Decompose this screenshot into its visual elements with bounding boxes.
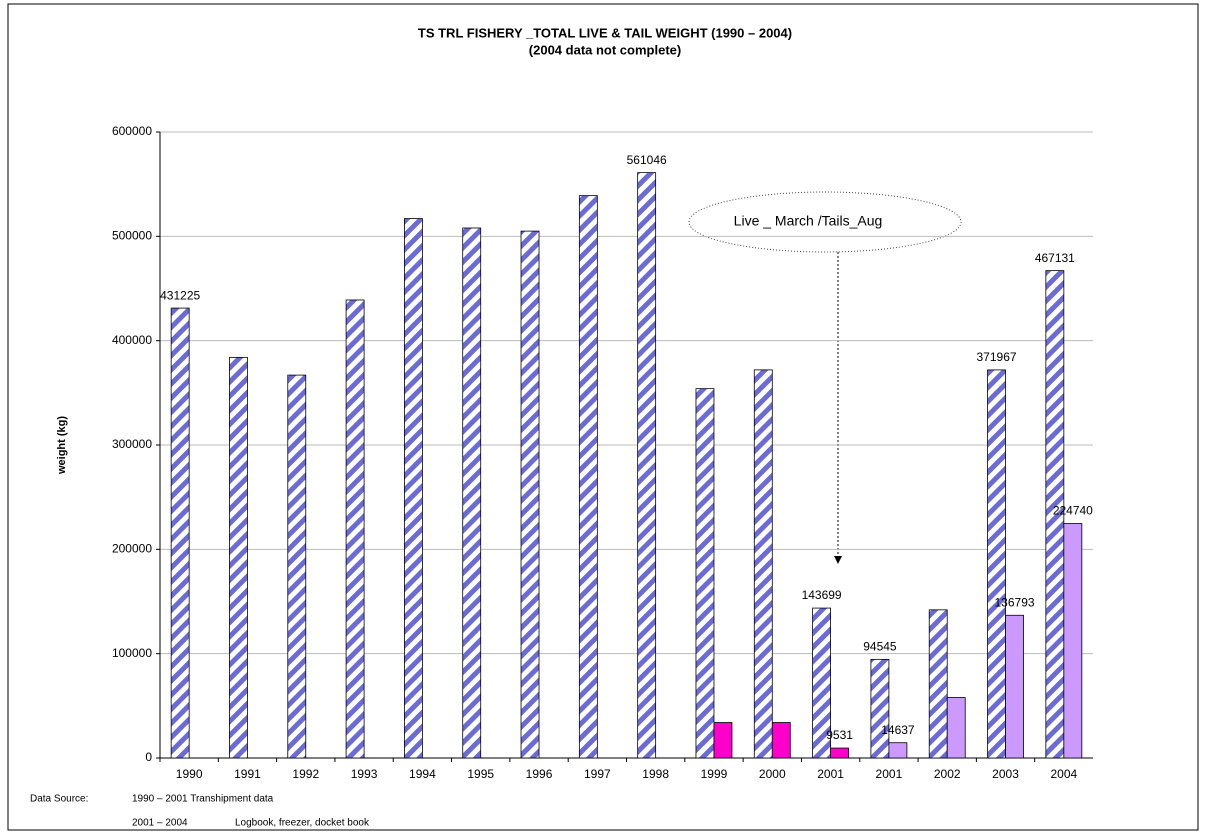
chart-title: TS TRL FISHERY _TOTAL LIVE & TAIL WEIGHT… xyxy=(418,25,792,40)
data-label: 561046 xyxy=(627,153,667,167)
x-tick-label: 1992 xyxy=(292,767,319,781)
footer: Data Source: xyxy=(30,794,88,805)
x-tick-label: 2002 xyxy=(934,767,961,781)
bar xyxy=(578,195,598,759)
bar xyxy=(928,609,948,759)
x-tick-label: 1990 xyxy=(176,767,203,781)
y-tick-label: 0 xyxy=(145,750,152,764)
bar xyxy=(987,369,1006,759)
bar xyxy=(637,172,657,759)
x-tick-label: 1991 xyxy=(234,767,261,781)
bar xyxy=(287,374,307,759)
y-tick-label: 400000 xyxy=(112,333,152,347)
bar xyxy=(771,722,791,759)
x-tick-label: 1999 xyxy=(701,767,728,781)
x-tick-label: 1994 xyxy=(409,767,436,781)
bar xyxy=(1045,270,1065,759)
x-tick-label: 2000 xyxy=(759,767,786,781)
bar xyxy=(946,697,966,759)
bar xyxy=(870,658,890,759)
frame xyxy=(7,3,1199,831)
x-tick-label: 1995 xyxy=(467,767,494,781)
bar xyxy=(1063,523,1083,759)
x-tick-label: 1997 xyxy=(584,767,611,781)
y-tick-label: 600000 xyxy=(112,124,152,138)
bar xyxy=(753,369,773,759)
data-label: 9531 xyxy=(826,728,853,742)
chart-subtitle: (2004 data not complete) xyxy=(529,42,681,57)
y-tick-label: 200000 xyxy=(112,542,152,556)
bar xyxy=(229,356,248,759)
data-label: 467131 xyxy=(1035,251,1075,265)
bar xyxy=(812,607,831,759)
footer: 2001 – 2004 xyxy=(132,818,188,829)
bar xyxy=(520,230,540,759)
bar xyxy=(345,299,365,759)
bar xyxy=(404,218,423,759)
x-tick-label: 2001 xyxy=(876,767,903,781)
footer: Logbook, freezer, docket book xyxy=(235,818,370,829)
data-label: 14637 xyxy=(881,723,915,737)
bar xyxy=(462,227,482,759)
footer: 1990 – 2001 Transhipment data xyxy=(132,794,274,805)
x-tick-label: 2001 xyxy=(817,767,844,781)
data-label: 431225 xyxy=(160,288,200,302)
data-label: 94545 xyxy=(863,640,897,654)
arrow-head xyxy=(834,556,842,564)
annotation-bubble xyxy=(688,191,962,253)
bar xyxy=(1005,614,1024,759)
x-tick-label: 2003 xyxy=(992,767,1019,781)
bar xyxy=(170,307,190,759)
data-label: 143699 xyxy=(802,588,842,602)
data-label: 224740 xyxy=(1053,504,1093,518)
x-tick-label: 1996 xyxy=(526,767,553,781)
bar xyxy=(695,388,715,759)
y-axis-label: weight (kg) xyxy=(56,416,68,475)
x-tick-label: 2004 xyxy=(1050,767,1077,781)
annotation: Live _ March /Tails_Aug xyxy=(734,213,883,229)
data-label: 371967 xyxy=(977,350,1017,364)
bar xyxy=(713,722,733,759)
data-label: 136793 xyxy=(995,595,1035,609)
x-tick-label: 1993 xyxy=(351,767,378,781)
x-tick-label: 1998 xyxy=(642,767,669,781)
y-tick-label: 300000 xyxy=(112,437,152,451)
y-tick-label: 100000 xyxy=(112,646,152,660)
bar xyxy=(830,747,849,759)
y-tick-label: 500000 xyxy=(112,229,152,243)
bar xyxy=(888,742,908,759)
